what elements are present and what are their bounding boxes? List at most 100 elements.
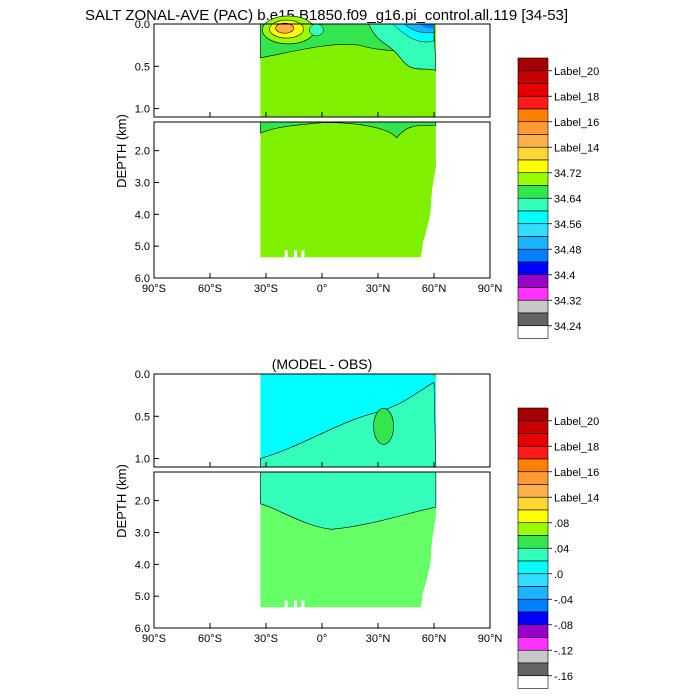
y-tick-label: 2.0 bbox=[135, 496, 150, 508]
lower-cyan-band bbox=[260, 471, 437, 530]
y-tick-label: 3.0 bbox=[135, 527, 150, 539]
y-tick-label: 5.0 bbox=[135, 241, 150, 253]
y-tick-label: 0.5 bbox=[135, 61, 150, 73]
x-tick-label: 60°S bbox=[198, 633, 222, 645]
colorbar-label: -.08 bbox=[554, 620, 573, 632]
chart-title: SALT ZONAL-AVE (PAC) b.e15.B1850.f09_g16… bbox=[85, 7, 568, 24]
colorbar-label: 34.24 bbox=[554, 321, 582, 333]
colorbar-box bbox=[517, 325, 549, 339]
y-tick-label: 0.5 bbox=[135, 411, 150, 423]
colorbar-box bbox=[517, 210, 549, 225]
salinity-max-core bbox=[275, 22, 294, 34]
y-tick-label: 4.0 bbox=[135, 559, 150, 571]
colorbar-box bbox=[517, 662, 549, 677]
colorbar-box bbox=[517, 522, 549, 536]
deep-blue-region bbox=[419, 24, 434, 29]
colorbar-label: -.12 bbox=[554, 645, 573, 657]
colorbar-label: Label_14 bbox=[554, 492, 599, 504]
x-tick-label: 60°N bbox=[422, 283, 447, 295]
colorbar-box bbox=[517, 547, 549, 562]
colorbar-box bbox=[517, 535, 549, 549]
colorbar-label: .04 bbox=[554, 543, 569, 555]
y-tick-label: 6.0 bbox=[135, 623, 150, 635]
colorbar-label: 34.64 bbox=[554, 193, 582, 205]
seafloor-notch-1 bbox=[294, 600, 297, 608]
seafloor-notch-2 bbox=[301, 600, 305, 608]
colorbar-box bbox=[517, 560, 549, 575]
seafloor-notch-0 bbox=[284, 250, 288, 258]
x-tick-label: 30°S bbox=[254, 283, 278, 295]
x-tick-label: 60°S bbox=[198, 283, 222, 295]
colorbar-box bbox=[517, 57, 549, 72]
colorbar-box bbox=[517, 172, 549, 186]
colorbar-box bbox=[517, 274, 549, 288]
colorbar-box bbox=[517, 223, 549, 237]
colorbar-box bbox=[517, 197, 549, 212]
colorbar-box bbox=[517, 573, 549, 587]
colorbar-label: Label_16 bbox=[554, 117, 599, 129]
colorbar-box bbox=[517, 445, 549, 460]
y-tick-label: 4.0 bbox=[135, 209, 150, 221]
colorbar-box bbox=[517, 624, 549, 638]
colorbar-box bbox=[517, 95, 549, 110]
colorbar-box bbox=[517, 675, 549, 689]
colorbar-label: -.16 bbox=[554, 671, 573, 683]
y-tick-label: 5.0 bbox=[135, 591, 150, 603]
colorbar-label: Label_20 bbox=[554, 66, 599, 78]
x-tick-label: 90°S bbox=[142, 283, 166, 295]
colorbar-box bbox=[517, 407, 549, 422]
lower-fill bbox=[260, 122, 436, 258]
x-tick-label: 0° bbox=[317, 633, 328, 645]
colorbar-box bbox=[517, 70, 549, 84]
colorbar-box bbox=[517, 598, 549, 613]
colorbar-label: Label_18 bbox=[554, 91, 599, 103]
y-tick-label: 1.0 bbox=[135, 104, 150, 116]
colorbar-box bbox=[517, 420, 549, 434]
x-tick-label: 90°N bbox=[478, 283, 503, 295]
colorbar-box bbox=[517, 509, 549, 524]
x-tick-label: 0° bbox=[317, 283, 328, 295]
colorbar-label: 34.56 bbox=[554, 219, 582, 231]
colorbar-box bbox=[517, 471, 549, 485]
lower-green-band bbox=[260, 121, 437, 139]
colorbar-box bbox=[517, 496, 549, 511]
fresh-patch bbox=[309, 23, 324, 37]
colorbar-label: Label_16 bbox=[554, 467, 599, 479]
colorbar-label: Label_20 bbox=[554, 416, 599, 428]
colorbar-box bbox=[517, 649, 549, 664]
colorbar-box bbox=[517, 236, 549, 250]
x-tick-label: 30°S bbox=[254, 633, 278, 645]
colorbar-label: .0 bbox=[554, 569, 563, 581]
colorbar-box bbox=[517, 248, 549, 263]
colorbar-label: 34.32 bbox=[554, 295, 582, 307]
colorbar-box bbox=[517, 312, 549, 327]
y-tick-label: 3.0 bbox=[135, 177, 150, 189]
seafloor-notch-2 bbox=[301, 250, 305, 258]
x-tick-label: 30°N bbox=[366, 283, 391, 295]
x-tick-label: 90°S bbox=[142, 633, 166, 645]
y-tick-label: 2.0 bbox=[135, 146, 150, 158]
colorbar-box bbox=[517, 611, 549, 626]
colorbar-box bbox=[517, 261, 549, 276]
colorbar-box bbox=[517, 299, 549, 314]
colorbar-box bbox=[517, 108, 549, 123]
y-tick-label: 6.0 bbox=[135, 273, 150, 285]
colorbar-box bbox=[517, 159, 549, 174]
colorbar-box bbox=[517, 484, 549, 498]
colorbar-box bbox=[517, 121, 549, 135]
surface-patch bbox=[432, 374, 436, 378]
seafloor-notch-0 bbox=[284, 600, 288, 608]
colorbar-label: 34.72 bbox=[554, 168, 582, 180]
chart-title: (MODEL - OBS) bbox=[272, 356, 373, 372]
colorbar-box bbox=[517, 134, 549, 148]
colorbar-box bbox=[517, 586, 549, 600]
colorbar-label: 34.48 bbox=[554, 244, 582, 256]
x-tick-label: 30°N bbox=[366, 633, 391, 645]
x-tick-label: 90°N bbox=[478, 633, 503, 645]
colorbar-box bbox=[517, 83, 549, 97]
colorbar-label: .08 bbox=[554, 518, 569, 530]
colorbar-box bbox=[517, 287, 549, 301]
colorbar-label: 34.4 bbox=[554, 270, 575, 282]
colorbar-box bbox=[517, 146, 549, 161]
